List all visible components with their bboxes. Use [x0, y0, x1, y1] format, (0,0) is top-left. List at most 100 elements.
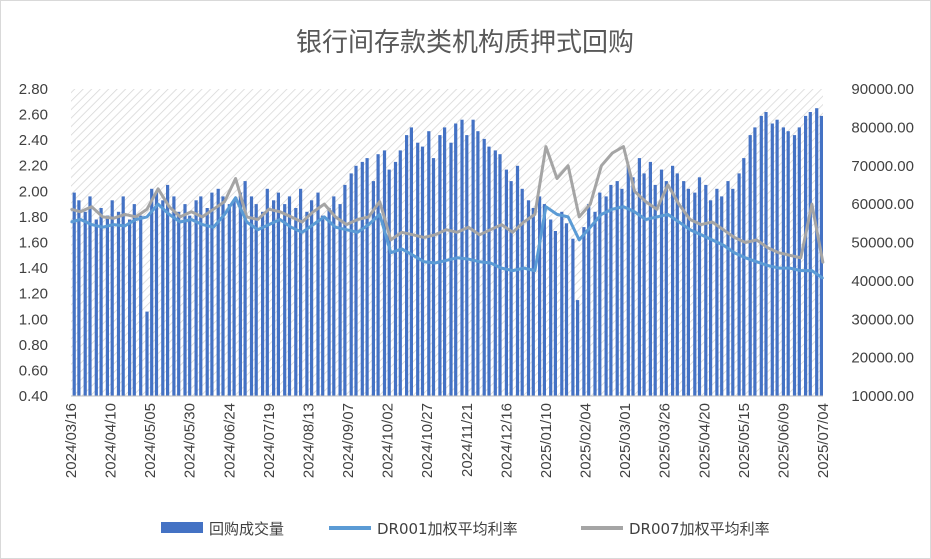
x-tick-label: 2025/04/20 — [696, 403, 713, 478]
volume-bar — [797, 127, 801, 397]
volume-bar — [405, 135, 409, 396]
volume-bar — [99, 208, 103, 396]
volume-bar — [664, 181, 668, 396]
dr001-point — [445, 259, 448, 262]
x-tick-label: 2024/05/30 — [182, 403, 199, 478]
dr001-point — [290, 226, 292, 228]
dr001-point — [245, 221, 248, 223]
volume-bar — [371, 181, 375, 396]
dr001-point — [135, 218, 137, 221]
dr007-point — [412, 234, 414, 236]
dr001-point — [168, 213, 170, 216]
dr001-point — [656, 216, 658, 218]
dr007-point — [500, 223, 503, 226]
volume-bar — [549, 219, 553, 396]
left-tick-label: 1.40 — [19, 260, 48, 277]
volume-bar — [105, 215, 109, 396]
volume-bar — [416, 142, 420, 396]
dr001-point — [367, 223, 370, 226]
volume-bar — [682, 181, 686, 396]
chart-title: 银行间存款类机构质押式回购 — [296, 28, 634, 58]
dr001-point — [434, 262, 436, 264]
dr007-point — [456, 231, 459, 234]
volume-bar — [205, 208, 209, 396]
volume-bar — [287, 196, 292, 396]
dr007-point — [290, 216, 292, 218]
right-tick-label: 60000.00 — [851, 196, 914, 213]
dr007-point — [711, 221, 713, 223]
dr007-point — [378, 200, 381, 203]
volume-bar — [487, 146, 491, 396]
volume-bar — [409, 127, 413, 397]
volume-bar — [526, 200, 531, 396]
dr007-point — [578, 216, 580, 218]
volume-bar — [792, 135, 797, 396]
dr007-point — [245, 216, 248, 218]
volume-bar — [305, 211, 309, 396]
dr001-point — [700, 234, 702, 236]
volume-bar — [454, 123, 458, 396]
volume-bar — [227, 204, 231, 396]
volume-bar — [593, 211, 597, 396]
dr007-point — [545, 145, 547, 148]
volume-bar — [94, 219, 98, 396]
x-tick-label: 2025/01/10 — [538, 403, 555, 478]
dr001-point — [412, 254, 414, 257]
dr007-point — [312, 211, 315, 213]
dr007-point — [766, 246, 769, 249]
volume-bar — [653, 184, 657, 396]
dr001-point — [179, 221, 181, 223]
dr007-point — [323, 203, 326, 205]
volume-bar — [509, 181, 513, 396]
dr007-point — [257, 218, 259, 221]
left-tick-label: 2.00 — [19, 183, 48, 200]
volume-bar — [299, 188, 303, 396]
dr001-point — [545, 205, 547, 208]
left-tick-label: 2.60 — [19, 107, 48, 124]
x-tick-label: 2024/05/05 — [142, 403, 159, 478]
dr001-point — [390, 251, 392, 254]
dr007-point — [212, 208, 215, 210]
x-tick-label: 2024/10/02 — [380, 403, 397, 478]
dr001-point — [556, 213, 558, 216]
volume-bar — [759, 115, 763, 397]
volume-bar — [815, 108, 819, 396]
dr001-point — [234, 196, 237, 199]
dr001-point — [667, 213, 669, 216]
volume-bar — [686, 188, 690, 396]
dr001-point — [112, 223, 115, 226]
volume-bar — [83, 211, 87, 396]
dr007-point — [633, 190, 636, 193]
line-series-group — [70, 145, 825, 280]
dr007-point — [534, 213, 536, 216]
volume-bar — [642, 173, 646, 396]
dr007-point — [567, 164, 569, 167]
dr007-point — [401, 231, 403, 234]
dr007-point — [234, 177, 237, 180]
volume-bar — [598, 192, 602, 396]
volume-bar — [631, 177, 635, 396]
volume-bar — [542, 204, 546, 396]
volume-bar — [626, 165, 630, 397]
volume-bar — [294, 208, 298, 396]
left-tick-label: 1.00 — [19, 311, 48, 328]
dr001-point — [401, 248, 403, 250]
volume-bar — [283, 204, 287, 396]
volume-bar — [531, 208, 535, 396]
dr007-point — [301, 221, 303, 223]
dr007-point — [79, 211, 82, 213]
x-tick-label: 2025/05/15 — [736, 403, 753, 478]
left-tick-label: 0.60 — [19, 362, 48, 379]
dr001-point — [90, 223, 93, 226]
volume-bar — [327, 208, 331, 396]
x-tick-label: 2024/11/21 — [459, 403, 476, 477]
dr001-point — [378, 213, 381, 216]
volume-bar — [316, 192, 320, 396]
dr001-point — [722, 244, 725, 246]
volume-bar — [675, 173, 679, 396]
volume-bar — [648, 161, 652, 396]
volume-bar — [183, 204, 187, 396]
dr001-point — [70, 221, 72, 223]
dr007-point — [334, 216, 337, 218]
